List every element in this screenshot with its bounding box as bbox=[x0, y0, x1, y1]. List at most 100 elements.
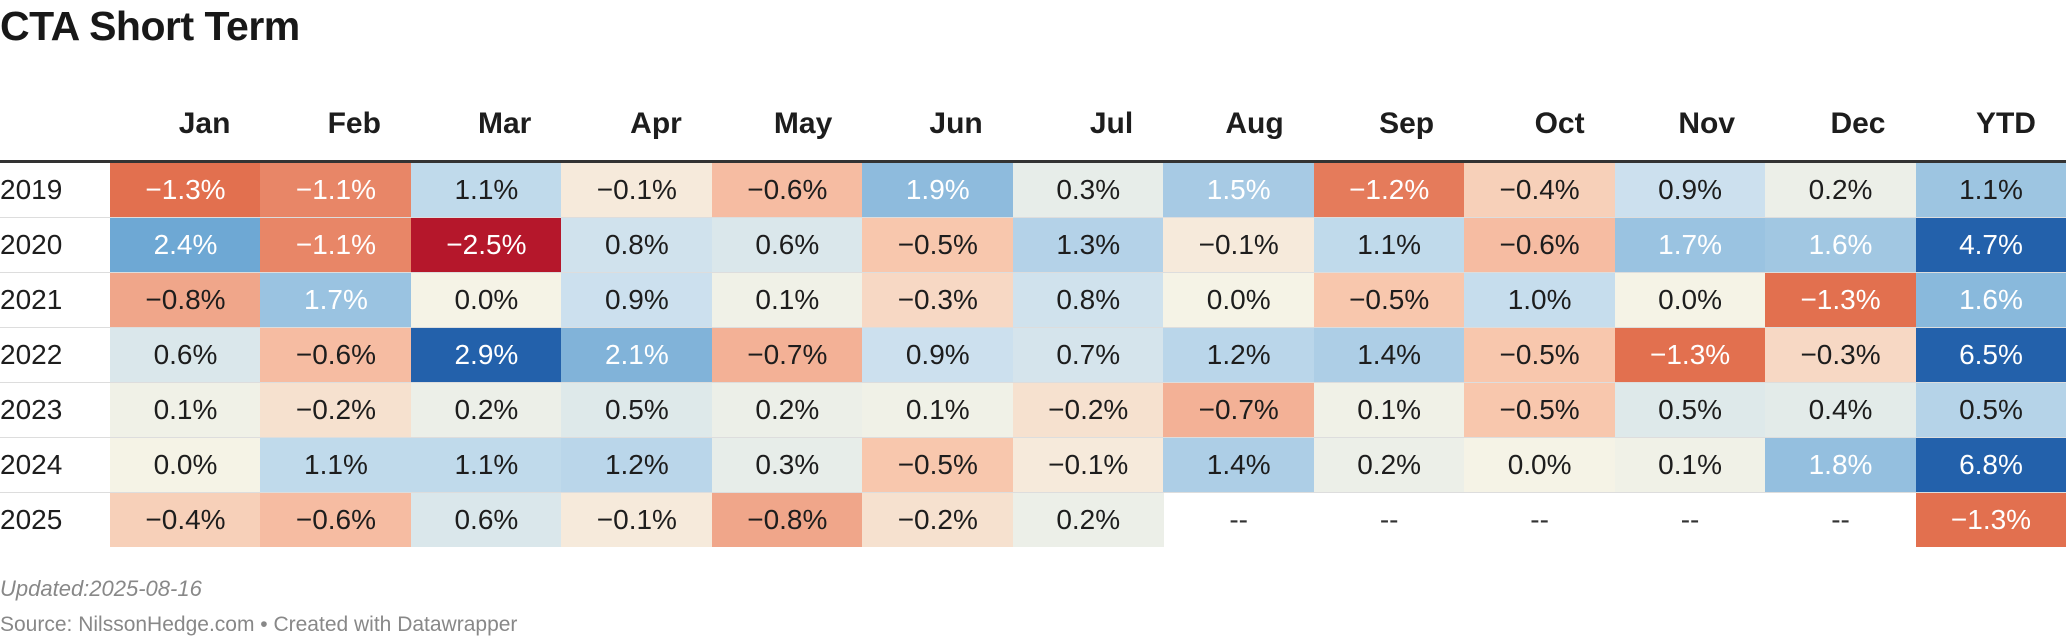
heatmap-cell-2024-may: 0.3% bbox=[711, 438, 863, 492]
heatmap-cell-2019-dec: 0.2% bbox=[1765, 163, 1916, 217]
heatmap-cell-2022-jan: 0.6% bbox=[110, 328, 261, 382]
heatmap-cell-2025-aug: -- bbox=[1229, 504, 1249, 535]
heatmap-cell-2025-jun: −0.2% bbox=[862, 493, 1014, 547]
heatmap-cell-2023-oct: −0.5% bbox=[1464, 383, 1616, 437]
table-row: 2023 0.1% −0.2% 0.2% 0.5% 0.2% 0.1% −0.2% −0.7% 0… bbox=[0, 383, 2066, 438]
heatmap-cell-2021-apr: 0.9% bbox=[561, 273, 713, 327]
header-row: Jan Feb Mar Apr May Jun Jul Aug Sep Oct Nov Dec YTD bbox=[0, 96, 2066, 163]
row-label-2020: 2020 bbox=[0, 229, 63, 260]
heatmap-cell-2022-jul: 0.7% bbox=[1012, 328, 1164, 382]
heatmap-cell-2021-may: 0.1% bbox=[711, 273, 863, 327]
heatmap-cell-2019-jan: −1.3% bbox=[110, 163, 261, 217]
heatmap-cell-2024-jul: −0.1% bbox=[1012, 438, 1164, 492]
heatmap-cell-2021-dec: −1.3% bbox=[1765, 273, 1916, 327]
heatmap-cell-2022-feb: −0.6% bbox=[260, 328, 412, 382]
heatmap-cell-2020-aug: −0.1% bbox=[1163, 218, 1315, 272]
heatmap-cell-2025-may: −0.8% bbox=[711, 493, 863, 547]
heatmap-cell-2025-jul: 0.2% bbox=[1012, 493, 1164, 547]
row-label-2024: 2024 bbox=[0, 449, 63, 480]
column-header-jun: Jun bbox=[929, 107, 983, 140]
heatmap-cell-2023-jul: −0.2% bbox=[1012, 383, 1164, 437]
heatmap-cell-2020-sep: 1.1% bbox=[1313, 218, 1465, 272]
column-header-jan: Jan bbox=[178, 107, 231, 140]
heatmap-cell-2020-nov: 1.7% bbox=[1614, 218, 1766, 272]
source-note: Source: NilssonHedge.com • Created with … bbox=[0, 613, 518, 636]
heatmap-cell-2022-sep: 1.4% bbox=[1313, 328, 1465, 382]
heatmap-cell-2021-jun: −0.3% bbox=[862, 273, 1014, 327]
heatmap-cell-2025-jan: −0.4% bbox=[110, 493, 261, 547]
heatmap-cell-2025-apr: −0.1% bbox=[561, 493, 713, 547]
heatmap-cell-2020-feb: −1.1% bbox=[260, 218, 412, 272]
heatmap-cell-2019-ytd: 1.1% bbox=[1915, 163, 2066, 217]
heatmap-cell-2019-aug: 1.5% bbox=[1163, 163, 1315, 217]
table-row: 2019 −1.3% −1.1% 1.1% −0.1% −0.6% 1.9% 0.3% 1.5%… bbox=[0, 163, 2066, 218]
heatmap-cell-2020-apr: 0.8% bbox=[561, 218, 713, 272]
heatmap-cell-2024-ytd: 6.8% bbox=[1915, 438, 2066, 492]
heatmap-cell-2021-feb: 1.7% bbox=[260, 273, 412, 327]
heatmap-cell-2022-nov: −1.3% bbox=[1614, 328, 1766, 382]
row-label-2023: 2023 bbox=[0, 394, 63, 425]
heatmap-cell-2021-nov: 0.0% bbox=[1614, 273, 1766, 327]
table-row: 2020 2.4% −1.1% −2.5% 0.8% 0.6% −0.5% 1.3% −0.1%… bbox=[0, 218, 2066, 273]
heatmap-cell-2022-mar: 2.9% bbox=[410, 328, 562, 382]
heatmap-cell-2019-jun: 1.9% bbox=[862, 163, 1014, 217]
heatmap-cell-2022-ytd: 6.5% bbox=[1915, 328, 2066, 382]
heatmap-cell-2021-sep: −0.5% bbox=[1313, 273, 1465, 327]
column-header-oct: Oct bbox=[1534, 107, 1585, 140]
heatmap-cell-2025-nov: -- bbox=[1680, 504, 1700, 535]
column-header-sep: Sep bbox=[1379, 107, 1435, 140]
heatmap-cell-2019-sep: −1.2% bbox=[1313, 163, 1465, 217]
heatmap-cell-2019-may: −0.6% bbox=[711, 163, 863, 217]
heatmap-cell-2023-apr: 0.5% bbox=[561, 383, 713, 437]
heatmap-cell-2019-apr: −0.1% bbox=[561, 163, 713, 217]
column-header-may: May bbox=[773, 107, 833, 140]
heatmap-cell-2023-jun: 0.1% bbox=[862, 383, 1014, 437]
heatmap-cell-2022-dec: −0.3% bbox=[1765, 328, 1916, 382]
column-header-dec: Dec bbox=[1830, 107, 1886, 140]
column-header-feb: Feb bbox=[327, 107, 381, 140]
heatmap-cell-2020-mar: −2.5% bbox=[410, 218, 562, 272]
column-header-jul: Jul bbox=[1089, 107, 1134, 140]
heatmap-cell-2023-jan: 0.1% bbox=[110, 383, 261, 437]
heatmap-cell-2020-jan: 2.4% bbox=[110, 218, 261, 272]
heatmap-cell-2021-ytd: 1.6% bbox=[1915, 273, 2066, 327]
row-label-2021: 2021 bbox=[0, 284, 63, 315]
heatmap-cell-2023-feb: −0.2% bbox=[260, 383, 412, 437]
heatmap-cell-2024-sep: 0.2% bbox=[1313, 438, 1465, 492]
column-header-nov: Nov bbox=[1678, 107, 1736, 140]
table-row: 2021 −0.8% 1.7% 0.0% 0.9% 0.1% −0.3% 0.8% 0.0% −0… bbox=[0, 273, 2066, 328]
heatmap-cell-2021-mar: 0.0% bbox=[410, 273, 562, 327]
heatmap-cell-2021-jul: 0.8% bbox=[1012, 273, 1164, 327]
heatmap-cell-2021-oct: 1.0% bbox=[1464, 273, 1616, 327]
table-row: 2022 0.6% −0.6% 2.9% 2.1% −0.7% 0.9% 0.7% 1.2% 1.… bbox=[0, 328, 2066, 383]
heatmap-cell-2023-sep: 0.1% bbox=[1313, 383, 1465, 437]
column-header-aug: Aug bbox=[1225, 107, 1284, 140]
table-row: 2025 −0.4% −0.6% 0.6% −0.1% −0.8% −0.2% 0.2% -- -… bbox=[0, 493, 2066, 547]
heatmap-cell-2021-aug: 0.0% bbox=[1163, 273, 1315, 327]
heatmap-cell-2023-mar: 0.2% bbox=[410, 383, 562, 437]
heatmap-cell-2023-may: 0.2% bbox=[711, 383, 863, 437]
heatmap-cell-2024-dec: 1.8% bbox=[1765, 438, 1916, 492]
heatmap-cell-2025-oct: -- bbox=[1530, 504, 1549, 535]
heatmap-table: Jan Feb Mar Apr May Jun Jul Aug Sep Oct Nov Dec YTD … bbox=[0, 96, 2066, 547]
heatmap-cell-2022-oct: −0.5% bbox=[1464, 328, 1616, 382]
heatmap-cell-2020-oct: −0.6% bbox=[1464, 218, 1616, 272]
row-label-2022: 2022 bbox=[0, 339, 63, 370]
column-header-mar: Mar bbox=[478, 107, 532, 140]
column-header-apr: Apr bbox=[630, 107, 682, 140]
heatmap-cell-2019-nov: 0.9% bbox=[1614, 163, 1766, 217]
heatmap-cell-2022-aug: 1.2% bbox=[1163, 328, 1315, 382]
updated-note: Updated:2025-08-16 bbox=[0, 576, 202, 601]
heatmap-cell-2022-jun: 0.9% bbox=[862, 328, 1014, 382]
heatmap-cell-2023-aug: −0.7% bbox=[1163, 383, 1315, 437]
heatmap-cell-2023-ytd: 0.5% bbox=[1915, 383, 2066, 437]
heatmap-cell-2020-jun: −0.5% bbox=[862, 218, 1014, 272]
heatmap-cell-2020-ytd: 4.7% bbox=[1915, 218, 2066, 272]
heatmap-cell-2024-oct: 0.0% bbox=[1464, 438, 1616, 492]
table-body: 2019 −1.3% −1.1% 1.1% −0.1% −0.6% 1.9% 0.3% 1.5%… bbox=[0, 163, 2066, 547]
row-label-2025: 2025 bbox=[0, 504, 63, 535]
heatmap-cell-2024-jan: 0.0% bbox=[110, 438, 261, 492]
heatmap-cell-2024-nov: 0.1% bbox=[1614, 438, 1766, 492]
heatmap-cell-2024-apr: 1.2% bbox=[561, 438, 713, 492]
heatmap-cell-2024-feb: 1.1% bbox=[260, 438, 412, 492]
